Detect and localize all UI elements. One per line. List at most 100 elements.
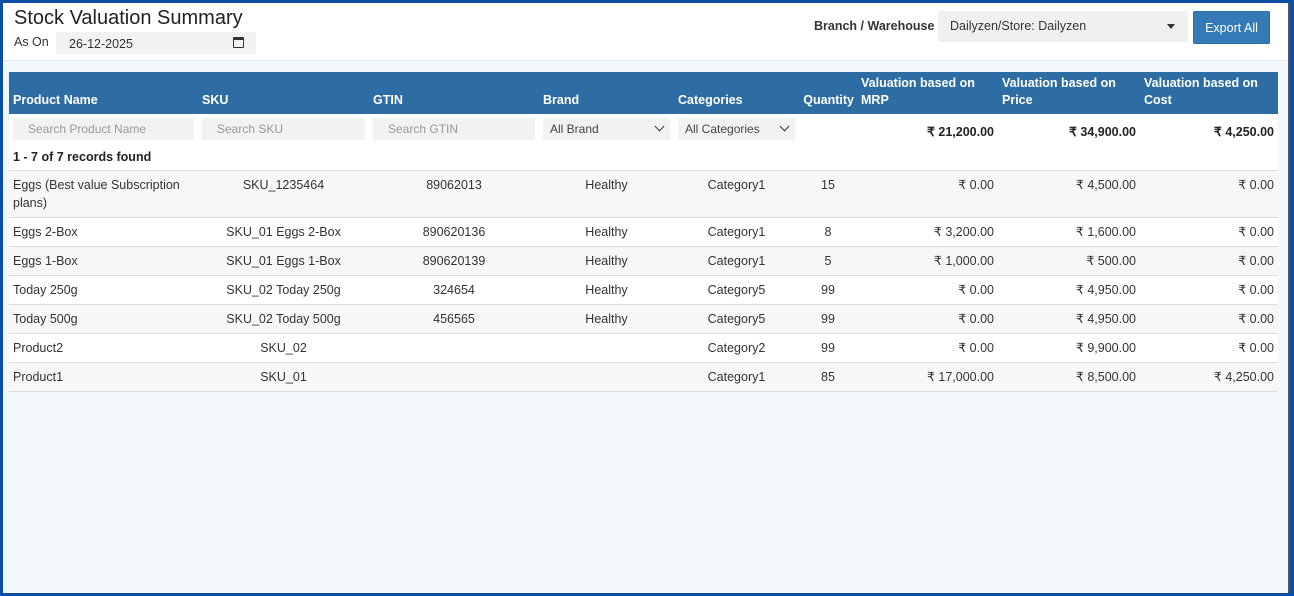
column-header-mrp-value[interactable]: Valuation based on MRP bbox=[857, 72, 998, 114]
column-header-gtin[interactable]: GTIN bbox=[369, 72, 539, 114]
cost-value-cell: ₹ 0.00 bbox=[1140, 275, 1278, 305]
category-cell: Category2 bbox=[674, 333, 799, 363]
filter-row: Search Product Name Search SKU Search GT… bbox=[9, 114, 1278, 144]
sku-cell: SKU_02 bbox=[198, 333, 369, 363]
gtin-cell: 89062013 bbox=[369, 170, 539, 218]
gtin-cell: 890620136 bbox=[369, 217, 539, 247]
product-name-cell: Eggs 1-Box bbox=[9, 246, 198, 276]
total-cost: ₹ 4,250.00 bbox=[1213, 125, 1274, 139]
as-on-label: As On bbox=[14, 35, 49, 49]
quantity-cell: 99 bbox=[799, 275, 857, 305]
category-cell: Category1 bbox=[674, 246, 799, 276]
mrp-value-cell: ₹ 3,200.00 bbox=[857, 217, 998, 247]
page-title: Stock Valuation Summary bbox=[14, 7, 243, 29]
chevron-down-icon bbox=[654, 121, 665, 132]
mrp-value-cell: ₹ 17,000.00 bbox=[857, 362, 998, 392]
product-name-cell: Product2 bbox=[9, 333, 198, 363]
calendar-icon[interactable] bbox=[233, 37, 244, 48]
product-name-cell: Eggs (Best value Subscription plans) bbox=[9, 170, 198, 218]
page: Stock Valuation Summary As On 26-12-2025… bbox=[3, 3, 1288, 593]
quantity-cell: 15 bbox=[799, 170, 857, 218]
price-value-cell: ₹ 1,600.00 bbox=[998, 217, 1140, 247]
gtin-cell bbox=[369, 333, 539, 363]
cost-value-cell: ₹ 0.00 bbox=[1140, 333, 1278, 363]
column-header-product-name[interactable]: Product Name bbox=[9, 72, 198, 114]
column-header-quantity[interactable]: Quantity bbox=[799, 72, 857, 114]
column-header-brand[interactable]: Brand bbox=[539, 72, 674, 114]
brand-cell: Healthy bbox=[539, 170, 674, 218]
as-on-date-input[interactable]: 26-12-2025 bbox=[56, 32, 256, 54]
product-name-cell: Product1 bbox=[9, 362, 198, 392]
price-value-cell: ₹ 500.00 bbox=[998, 246, 1140, 276]
column-header-cost-value[interactable]: Valuation based on Cost bbox=[1140, 72, 1278, 114]
table-row: Today 250g SKU_02 Today 250g 324654 Healthy… bbox=[9, 275, 1278, 305]
price-value-cell: ₹ 4,950.00 bbox=[998, 275, 1140, 305]
column-header-sku[interactable]: SKU bbox=[198, 72, 369, 114]
cost-value-cell: ₹ 0.00 bbox=[1140, 170, 1278, 218]
category-select[interactable]: All Categories bbox=[678, 118, 795, 140]
gtin-cell bbox=[369, 362, 539, 392]
quantity-cell: 99 bbox=[799, 304, 857, 334]
price-value-cell: ₹ 8,500.00 bbox=[998, 362, 1140, 392]
table-row: Product2 SKU_02 Category2 99 ₹ 0.00 ₹ 9,900.0… bbox=[9, 333, 1278, 363]
brand-cell bbox=[539, 362, 674, 392]
category-cell: Category1 bbox=[674, 362, 799, 392]
price-value-cell: ₹ 4,950.00 bbox=[998, 304, 1140, 334]
branch-label: Branch / Warehouse bbox=[814, 19, 935, 33]
search-product-input[interactable]: Search Product Name bbox=[13, 118, 194, 140]
price-value-cell: ₹ 4,500.00 bbox=[998, 170, 1140, 218]
mrp-value-cell: ₹ 0.00 bbox=[857, 170, 998, 218]
scrollbar[interactable] bbox=[1288, 3, 1290, 593]
product-name-cell: Today 250g bbox=[9, 275, 198, 305]
quantity-cell: 5 bbox=[799, 246, 857, 276]
category-cell: Category5 bbox=[674, 275, 799, 305]
mrp-value-cell: ₹ 0.00 bbox=[857, 333, 998, 363]
table-row: Eggs (Best value Subscription plans) SKU_… bbox=[9, 170, 1278, 218]
brand-cell: Healthy bbox=[539, 246, 674, 276]
sku-cell: SKU_1235464 bbox=[198, 170, 369, 218]
sku-cell: SKU_02 Today 250g bbox=[198, 275, 369, 305]
brand-cell: Healthy bbox=[539, 275, 674, 305]
column-header-category[interactable]: Categories bbox=[674, 72, 799, 114]
date-value: 26-12-2025 bbox=[69, 37, 133, 51]
table-row: Today 500g SKU_02 Today 500g 456565 Healthy… bbox=[9, 304, 1278, 334]
quantity-cell: 85 bbox=[799, 362, 857, 392]
cost-value-cell: ₹ 0.00 bbox=[1140, 246, 1278, 276]
cost-value-cell: ₹ 4,250.00 bbox=[1140, 362, 1278, 392]
brand-select-value: All Brand bbox=[550, 122, 599, 136]
quantity-cell: 99 bbox=[799, 333, 857, 363]
sku-cell: SKU_01 Eggs 2-Box bbox=[198, 217, 369, 247]
branch-value: Dailyzen/Store: Dailyzen bbox=[950, 19, 1087, 33]
records-found: 1 - 7 of 7 records found bbox=[9, 144, 1278, 171]
mrp-value-cell: ₹ 1,000.00 bbox=[857, 246, 998, 276]
category-select-value: All Categories bbox=[685, 122, 760, 136]
category-cell: Category1 bbox=[674, 217, 799, 247]
valuation-table: Product Name SKU GTIN Brand Categories Quanti… bbox=[9, 72, 1278, 392]
search-gtin-input[interactable]: Search GTIN bbox=[373, 118, 535, 140]
brand-cell: Healthy bbox=[539, 304, 674, 334]
search-sku-input[interactable]: Search SKU bbox=[202, 118, 365, 140]
mrp-value-cell: ₹ 0.00 bbox=[857, 275, 998, 305]
cost-value-cell: ₹ 0.00 bbox=[1140, 304, 1278, 334]
product-name-cell: Eggs 2-Box bbox=[9, 217, 198, 247]
gtin-cell: 890620139 bbox=[369, 246, 539, 276]
brand-cell: Healthy bbox=[539, 217, 674, 247]
caret-down-icon bbox=[1167, 24, 1175, 33]
cost-value-cell: ₹ 0.00 bbox=[1140, 217, 1278, 247]
table-row: Eggs 2-Box SKU_01 Eggs 2-Box 890620136 Heal… bbox=[9, 217, 1278, 247]
brand-select[interactable]: All Brand bbox=[543, 118, 670, 140]
total-price: ₹ 34,900.00 bbox=[1068, 125, 1136, 139]
sku-cell: SKU_02 Today 500g bbox=[198, 304, 369, 334]
total-mrp: ₹ 21,200.00 bbox=[926, 125, 994, 139]
table-row: Product1 SKU_01 Category1 85 ₹ 17,000.00 ₹ 8,… bbox=[9, 362, 1278, 392]
brand-cell bbox=[539, 333, 674, 363]
category-cell: Category1 bbox=[674, 170, 799, 218]
branch-select[interactable]: Dailyzen/Store: Dailyzen bbox=[938, 11, 1188, 42]
column-header-price-value[interactable]: Valuation based on Price bbox=[998, 72, 1140, 114]
table-header-row: Product Name SKU GTIN Brand Categories Quanti… bbox=[9, 72, 1278, 114]
category-cell: Category5 bbox=[674, 304, 799, 334]
chevron-down-icon bbox=[779, 121, 790, 132]
export-all-button[interactable]: Export All bbox=[1193, 11, 1270, 44]
page-header: Stock Valuation Summary As On 26-12-2025… bbox=[3, 3, 1288, 61]
price-value-cell: ₹ 9,900.00 bbox=[998, 333, 1140, 363]
